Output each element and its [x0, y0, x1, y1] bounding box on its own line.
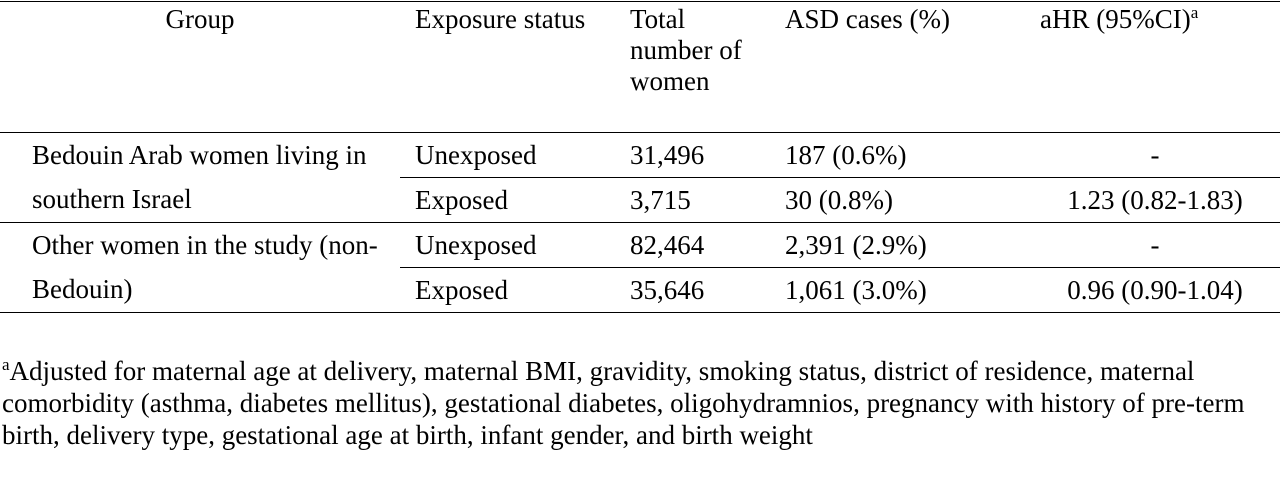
table-cell: 35,646: [615, 267, 770, 313]
data-table: Group Exposure status Total number of wome…: [0, 1, 1280, 313]
table-cell: 187 (0.6%): [770, 132, 1030, 178]
table-cell: Unexposed: [400, 222, 615, 268]
table-cell: 1.23 (0.82-1.83): [1030, 177, 1280, 223]
table-cell: 3,715: [615, 177, 770, 223]
header-text: aHR (95%CI): [1040, 4, 1191, 34]
header-text: Group: [165, 4, 235, 34]
column-header: Total number of women: [615, 1, 770, 133]
table-cell: 82,464: [615, 222, 770, 268]
table-cell: Exposed: [400, 177, 615, 223]
table-cell: 1,061 (3.0%): [770, 267, 1030, 313]
table-header: Group Exposure status Total number of wome…: [0, 1, 1280, 133]
table-body: Bedouin Arab women living in southern Is…: [0, 132, 1280, 313]
header-row: Group Exposure status Total number of wome…: [0, 1, 1280, 133]
group-cell: Other women in the study (non-Bedouin): [0, 222, 400, 313]
table-row: Bedouin Arab women living in southern Is…: [0, 132, 1280, 223]
header-marker: a: [1190, 3, 1199, 22]
table-cell: 31,496: [615, 132, 770, 178]
footnote-marker: a: [2, 355, 10, 374]
table-row: Exposed 3,715 30 (0.8%) 1.23 (0.82-1.83): [0, 177, 1280, 223]
column-header: ASD cases (%): [770, 1, 1030, 133]
group-label: Other women in the study (non-Bedouin): [32, 230, 378, 304]
table-cell: -: [1030, 132, 1280, 178]
footnote: aAdjusted for maternal age at delivery, …: [2, 355, 1272, 451]
header-text: Exposure status: [415, 4, 586, 34]
table-row: Other women in the study (non-Bedouin) Un…: [0, 222, 1280, 313]
footnote-text: Adjusted for maternal age at delivery, m…: [2, 356, 1245, 450]
table-cell: 0.96 (0.90-1.04): [1030, 267, 1280, 313]
table-row: Exposed 35,646 1,061 (3.0%) 0.96 (0.90-1.04…: [0, 267, 1280, 313]
group-label: Bedouin Arab women living in southern Is…: [32, 140, 367, 214]
column-header: Exposure status: [400, 1, 615, 133]
header-text: Total number of women: [630, 4, 742, 96]
table-cell: Unexposed: [400, 132, 615, 178]
column-header: aHR (95%CI)a: [1030, 1, 1280, 133]
header-text: ASD cases (%): [785, 4, 950, 34]
column-header: Group: [0, 1, 400, 133]
group-cell: Bedouin Arab women living in southern Is…: [0, 132, 400, 223]
table-cell: 2,391 (2.9%): [770, 222, 1030, 268]
table-cell: 30 (0.8%): [770, 177, 1030, 223]
table-cell: -: [1030, 222, 1280, 268]
table-cell: Exposed: [400, 267, 615, 313]
